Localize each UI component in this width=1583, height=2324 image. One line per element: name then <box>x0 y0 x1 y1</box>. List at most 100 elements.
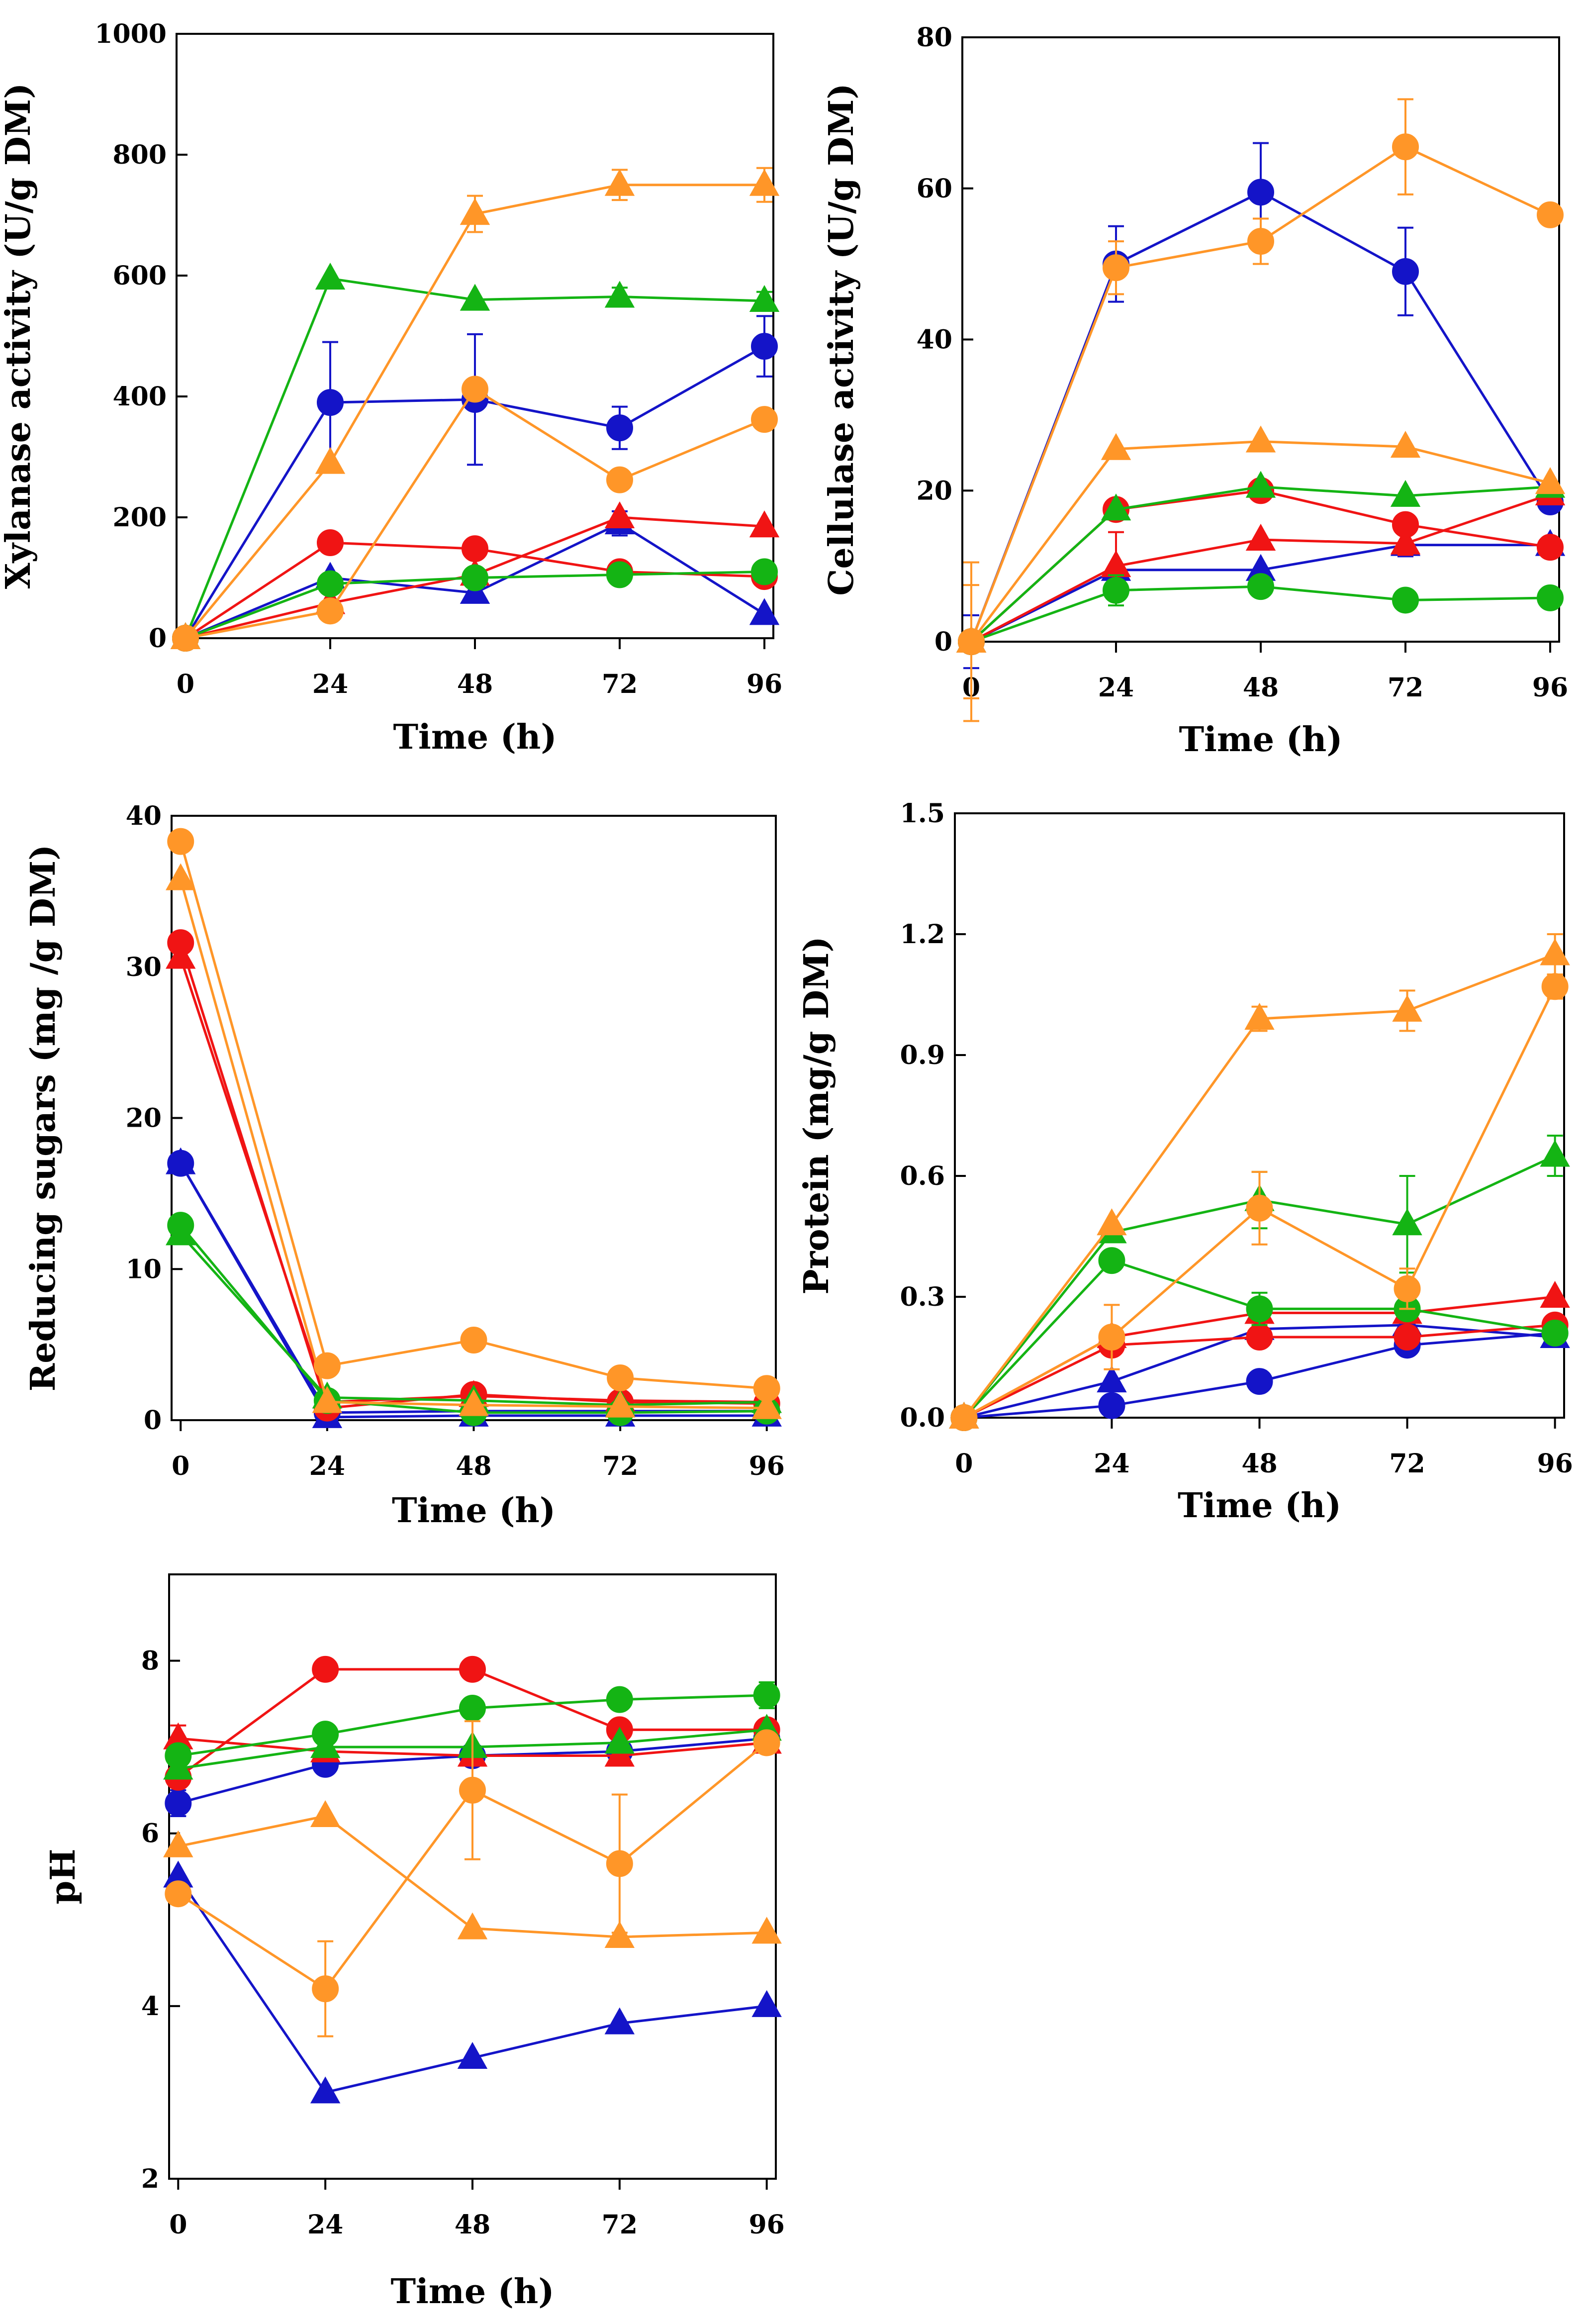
data-point <box>1098 1324 1125 1351</box>
xylanase-panel: 0 200 400 600 800 1000 0 24 48 72 96 Time (h) Xylana… <box>0 19 782 757</box>
cellulase-y-tick-label: 20 <box>917 476 952 506</box>
data-point <box>751 1990 782 2017</box>
data-point <box>462 564 488 591</box>
data-point <box>749 598 780 625</box>
data-point <box>459 1695 486 1722</box>
protein-x-tick-label: 48 <box>1241 1449 1277 1479</box>
protein-y-tick-label: 1.2 <box>900 919 945 950</box>
protein-y-tick-label: 0.9 <box>900 1040 945 1070</box>
data-point <box>606 561 633 588</box>
protein-y-tick-label: 0.6 <box>900 1161 945 1191</box>
data-point <box>1245 523 1276 551</box>
xylanase-y-tick-label: 400 <box>112 382 167 412</box>
cellulase-y-tick-label: 40 <box>917 325 952 355</box>
protein-x-tick-label: 24 <box>1094 1449 1129 1479</box>
data-point <box>1537 534 1564 561</box>
data-point <box>753 1729 780 1756</box>
ph-y-tick-label: 6 <box>141 1819 159 1849</box>
data-point <box>604 1727 635 1754</box>
ph-series-blue-triangle <box>163 1860 782 2104</box>
data-point <box>1392 1208 1422 1236</box>
data-point <box>1540 1140 1570 1167</box>
reducing-sugars-y-tick-label: 10 <box>126 1254 162 1284</box>
data-point <box>1394 1324 1421 1351</box>
data-point <box>1244 1003 1275 1030</box>
data-point <box>457 2041 488 2069</box>
data-point <box>605 1390 636 1418</box>
data-point <box>460 1327 487 1354</box>
data-point <box>462 535 488 563</box>
data-point <box>751 1392 782 1419</box>
data-point <box>606 1686 633 1713</box>
data-point <box>606 466 633 493</box>
data-point <box>749 510 780 538</box>
data-point <box>1537 584 1564 611</box>
protein-y-tick-label: 0.3 <box>900 1282 945 1312</box>
data-point <box>1247 573 1274 600</box>
ph-x-tick-label: 48 <box>455 2210 490 2240</box>
data-point <box>749 169 780 196</box>
data-point <box>317 570 344 597</box>
reducing-sugars-x-tick-label: 72 <box>602 1451 638 1481</box>
ph-y-axis-title: pH <box>43 1849 83 1905</box>
data-point <box>460 198 490 225</box>
data-point <box>1246 1324 1273 1351</box>
data-point <box>1246 1295 1273 1323</box>
data-point <box>1245 425 1276 453</box>
xylanase-y-tick-label: 0 <box>149 623 167 654</box>
data-point <box>1537 201 1564 228</box>
xylanase-series-orange-triangle <box>170 167 780 649</box>
xylanase-x-tick-label: 48 <box>457 669 493 699</box>
data-point <box>166 1218 196 1246</box>
data-point <box>166 863 196 890</box>
reducing-sugars-series-orange-triangle <box>166 863 782 1419</box>
data-point <box>317 389 344 416</box>
data-point <box>607 1364 634 1391</box>
data-point <box>163 1830 193 1857</box>
protein-y-axis-title: Protein (mg/g DM) <box>797 936 837 1294</box>
data-point <box>1103 254 1129 282</box>
data-point <box>604 501 635 528</box>
data-point <box>1247 228 1274 255</box>
data-point <box>1392 133 1419 161</box>
protein-y-tick-label: 0.0 <box>900 1403 945 1433</box>
data-point <box>749 285 780 312</box>
data-point <box>317 597 344 625</box>
data-point <box>313 1352 341 1379</box>
ph-series-orange-circle <box>165 1720 780 2037</box>
data-point <box>459 1389 489 1416</box>
data-point <box>315 447 346 474</box>
data-point <box>1103 577 1129 604</box>
data-point <box>462 376 488 403</box>
reducing-sugars-x-tick-label: 24 <box>309 1451 345 1481</box>
data-point <box>1390 527 1421 555</box>
data-point <box>310 1800 341 1827</box>
xylanase-x-tick-label: 24 <box>312 669 348 699</box>
protein-series-orange-triangle <box>949 933 1570 1429</box>
cellulase-x-axis-title: Time (h) <box>1179 720 1342 760</box>
protein-x-tick-label: 72 <box>1389 1449 1425 1479</box>
xylanase-x-axis-title: Time (h) <box>393 717 557 757</box>
data-point <box>166 942 196 969</box>
reducing-sugars-panel: 0 10 20 30 40 0 24 48 72 96 Time (h) Reducing sugar… <box>23 801 785 1531</box>
ph-x-tick-label: 72 <box>602 2210 638 2240</box>
data-point <box>1390 431 1421 458</box>
data-point <box>604 281 635 308</box>
data-point <box>312 1975 339 2003</box>
ph-y-tick-label: 2 <box>141 2164 159 2194</box>
data-point <box>751 333 778 360</box>
data-point <box>1245 471 1276 498</box>
cellulase-y-tick-label: 80 <box>917 22 952 53</box>
data-point <box>1098 1247 1125 1274</box>
data-point <box>165 1789 192 1817</box>
reducing-sugars-series-orange-circle <box>167 828 780 1402</box>
data-point <box>604 169 635 196</box>
reducing-sugars-y-tick-label: 0 <box>144 1405 162 1436</box>
data-point <box>163 1752 193 1780</box>
data-point <box>956 625 987 653</box>
reducing-sugars-x-tick-label: 0 <box>172 1451 189 1481</box>
data-point <box>1392 258 1419 285</box>
cellulase-x-tick-label: 48 <box>1243 673 1279 703</box>
cellulase-x-tick-label: 72 <box>1388 673 1423 703</box>
